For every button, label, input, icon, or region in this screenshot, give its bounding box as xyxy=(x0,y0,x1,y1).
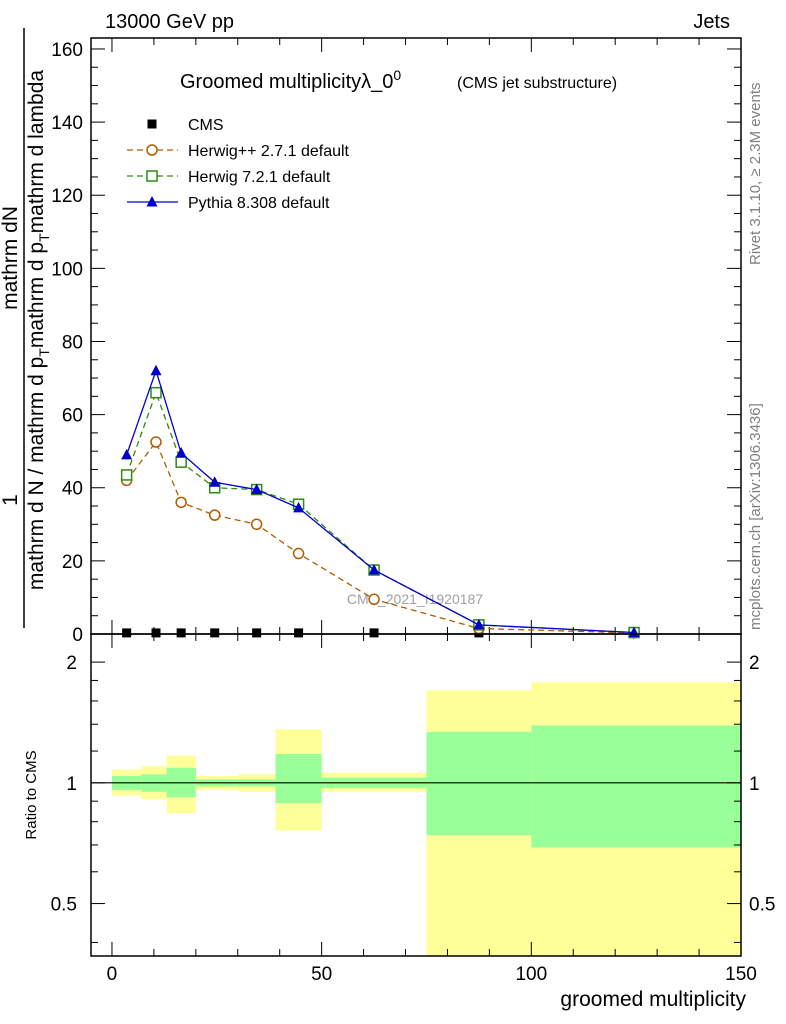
y-tick-label: 40 xyxy=(62,479,83,500)
legend-marker xyxy=(146,144,158,156)
x-axis-label: groomed multiplicity xyxy=(560,988,746,1011)
data-point xyxy=(473,618,485,630)
y-tick-label: 160 xyxy=(51,40,83,61)
watermark: CMS_2021_I1920187 xyxy=(347,591,483,607)
legend-marker xyxy=(146,170,158,182)
data-point xyxy=(369,628,379,638)
legend-label: Herwig 7.2.1 default xyxy=(188,169,331,186)
ratio-band-inner xyxy=(275,753,322,804)
x-tick-label: 100 xyxy=(515,964,547,985)
ratio-y-tick-labels: 0.5 0.5 1 1 2 2 xyxy=(51,653,776,915)
data-point xyxy=(122,628,132,638)
data-point xyxy=(292,547,305,560)
data-point xyxy=(293,501,305,513)
x-tick-label: 0 xyxy=(107,964,118,985)
y-tick-label: 60 xyxy=(62,406,83,427)
header-left: 13000 GeV pp xyxy=(105,11,234,33)
ratio-y-tick-label-left: 2 xyxy=(66,653,77,674)
header-right: Jets xyxy=(693,11,730,33)
ratio-band-inner xyxy=(426,731,532,836)
data-point xyxy=(368,564,380,575)
ratio-y-tick-label-left: 0.5 xyxy=(51,895,77,916)
data-point xyxy=(252,628,262,638)
y-tick-label: 0 xyxy=(72,625,83,646)
series-circle xyxy=(120,436,640,639)
data-point xyxy=(150,364,162,376)
data-point xyxy=(151,628,161,638)
series-triangle xyxy=(121,364,640,638)
ylabel-num: mathrm dN xyxy=(0,206,22,310)
data-point xyxy=(150,436,162,448)
data-point xyxy=(294,628,304,638)
ratio-plot-frame xyxy=(90,633,742,957)
legend-label: Pythia 8.308 default xyxy=(188,195,330,212)
ratio-y-tick-label-right: 0.5 xyxy=(749,895,775,916)
data-point xyxy=(208,509,221,521)
main-plot: 0 20 40 60 80 100 120 140 160 Groomed multiplici… xyxy=(51,37,742,646)
ratio-band-inner xyxy=(531,725,741,848)
x-tick-label: 50 xyxy=(311,964,332,985)
legend-item: CMS xyxy=(147,117,224,134)
data-point xyxy=(210,628,220,638)
ratio-y-tick-label-right: 1 xyxy=(749,774,760,795)
ratio-x-tick-labels: 0 50 100 150 xyxy=(107,964,757,985)
y-tick-label: 120 xyxy=(51,186,83,207)
legend: CMS Herwig++ 2.7.1 default Herwig 7.2.1 de… xyxy=(127,117,350,212)
data-point xyxy=(175,496,187,509)
data-point xyxy=(251,483,263,495)
legend-item: Herwig++ 2.7.1 default xyxy=(127,143,350,160)
ratio-y-tick-label-right: 2 xyxy=(749,653,760,674)
x-tick-label: 150 xyxy=(725,964,757,985)
side-text-bottom: mcplots.cern.ch [arXiv:1306.3436] xyxy=(747,403,764,630)
legend-label: Herwig++ 2.7.1 default xyxy=(188,143,350,160)
data-point xyxy=(121,448,133,460)
main-y-tick-labels: 0 20 40 60 80 100 120 140 160 xyxy=(51,40,83,646)
ratio-y-ticks xyxy=(91,661,741,943)
data-point xyxy=(175,447,187,458)
ratio-plot: 0.5 0.5 1 1 2 2 0 50 100 150 Ratio to CMS groome… xyxy=(23,633,776,1011)
legend-item: Pythia 8.308 default xyxy=(127,195,330,212)
y-tick-label: 80 xyxy=(62,332,83,353)
data-point xyxy=(209,476,221,487)
ylabel-den: mathrm d N / mathrm d pTmathrm d pTmathr… xyxy=(25,70,52,590)
ratio-y-tick-label-left: 1 xyxy=(66,774,77,795)
data-point xyxy=(175,456,187,468)
series-square xyxy=(122,628,639,638)
main-y-ticks xyxy=(91,48,741,635)
data-point xyxy=(150,386,162,399)
data-point xyxy=(250,518,263,531)
y-tick-label: 140 xyxy=(51,113,83,134)
chart-title: Groomed multiplicityλ_00 xyxy=(180,67,401,93)
legend-item: Herwig 7.2.1 default xyxy=(127,169,331,186)
ratio-ylabel: Ratio to CMS xyxy=(23,750,40,839)
data-point xyxy=(368,593,380,606)
ratio-x-ticks xyxy=(111,634,742,956)
ratio-bands xyxy=(111,682,741,956)
legend-marker xyxy=(146,196,158,207)
data-point xyxy=(120,469,133,481)
ylabel-num-prefix: 1 xyxy=(0,494,22,506)
y-tick-label: 100 xyxy=(51,259,83,280)
chart-subtitle: (CMS jet substructure) xyxy=(457,75,617,92)
data-point xyxy=(176,628,186,638)
series-layer xyxy=(120,364,640,639)
side-text-top: Rivet 3.1.10, ≥ 2.3M events xyxy=(747,83,764,266)
y-tick-label: 20 xyxy=(62,552,83,573)
main-ylabel: 1 mathrm dN mathrm d N / mathrm d pTmath… xyxy=(0,28,52,628)
legend-label: CMS xyxy=(188,117,224,134)
legend-marker xyxy=(147,119,157,129)
